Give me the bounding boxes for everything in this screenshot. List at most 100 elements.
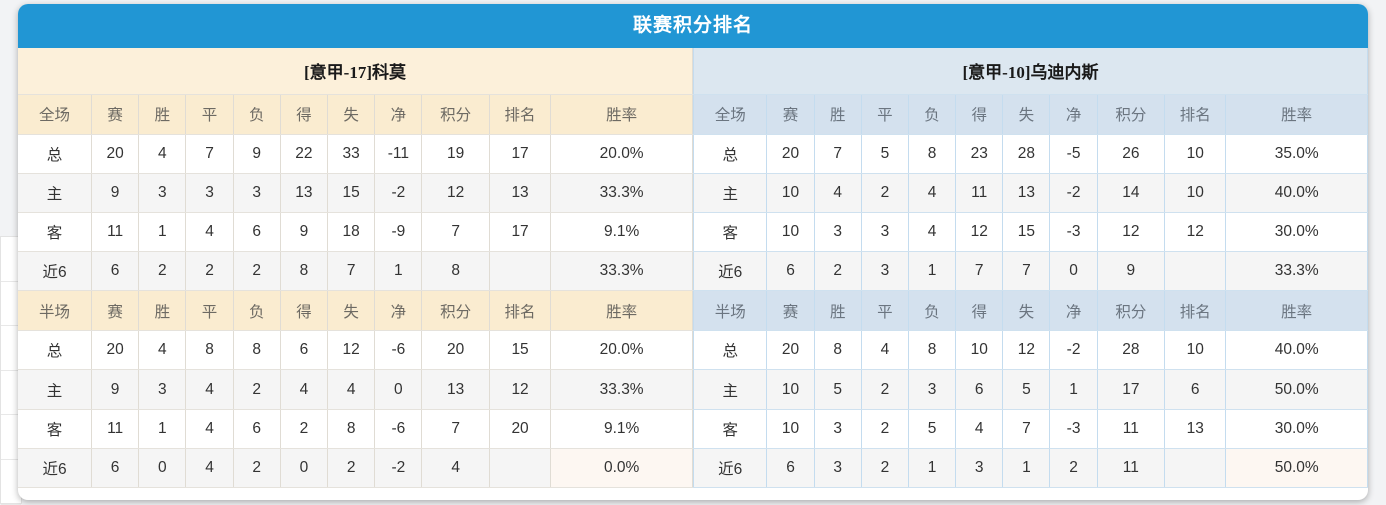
right-fulltime-cell-ga: 13 — [1002, 173, 1051, 213]
left-fulltime-cell-gd: -2 — [374, 173, 423, 213]
right-fulltime-cell-gf: 23 — [955, 134, 1004, 174]
left-fulltime-row[interactable]: 总 20 4 7 9 22 33 -11 19 17 20.0% — [18, 134, 693, 174]
left-fulltime-row[interactable]: 客 11 1 4 6 9 18 -9 7 17 9.1% — [18, 212, 693, 253]
right-halftime-row[interactable]: 客 10 3 2 5 4 7 -3 11 13 30.0% — [692, 409, 1368, 449]
right-halftime-cell-gf: 6 — [955, 369, 1004, 410]
left-halftime-cell-gd: -6 — [374, 409, 423, 449]
ghost-row — [1, 415, 21, 460]
right-halftime-cell-loss: 1 — [908, 448, 957, 489]
right-halftime-cell-points: 28 — [1097, 330, 1166, 371]
right-fulltime-row[interactable]: 近6 6 2 3 1 7 7 0 9 33.3% — [692, 251, 1368, 292]
left-fulltime-cell-draw: 3 — [185, 173, 234, 213]
right-fulltime-cell-played: 10 — [766, 212, 815, 253]
left-fulltime-cell-gf: 13 — [280, 173, 329, 213]
right-fulltime-cell-loss: 1 — [908, 251, 957, 292]
left-halftime-cell-draw: 4 — [185, 409, 234, 449]
panel-title: 联赛积分排名 — [18, 4, 1368, 48]
right-fulltime-cell-rank: 10 — [1164, 134, 1227, 174]
league-standings-card: 联赛积分排名 [意甲-17]科莫 全场赛胜平负得失净积分 排名 胜率总 20 4 7 9 22 3… — [18, 4, 1368, 500]
right-fulltime-cell-gd: -5 — [1049, 134, 1098, 174]
right-halftime-row[interactable]: 总 20 8 4 8 10 12 -2 28 10 40.0% — [692, 330, 1368, 371]
left-halftime-col-played: 赛 — [91, 290, 140, 332]
right-halftime-row[interactable]: 主 10 5 2 3 6 5 1 17 6 50.0% — [692, 369, 1368, 410]
left-halftime-row[interactable]: 客 11 1 4 6 2 8 -6 7 20 9.1% — [18, 409, 693, 449]
right-halftime-row[interactable]: 近6 6 3 2 1 3 1 2 11 50.0% — [692, 448, 1368, 489]
left-fulltime-col-ga: 失 — [327, 93, 376, 135]
team-pane-right: [意甲-10]乌迪内斯 全场赛胜平负得失净积分 排名 胜率总 20 7 5 8 23 28 -5 26… — [692, 48, 1368, 500]
right-fulltime-cell-points: 14 — [1097, 173, 1166, 213]
right-fulltime-cell-loss: 4 — [908, 173, 957, 213]
right-fulltime-cell-gd: 0 — [1049, 251, 1098, 292]
right-fulltime-col-win: 胜 — [814, 93, 862, 135]
right-fulltime-cell-gf: 12 — [955, 212, 1004, 253]
left-halftime-col-draw: 平 — [185, 290, 234, 332]
left-fulltime-cell-ga: 7 — [327, 251, 376, 292]
left-halftime-cell-draw: 4 — [185, 369, 234, 410]
ghost-row — [1, 326, 21, 371]
ghost-row — [1, 282, 21, 327]
right-fulltime-cell-draw: 2 — [861, 173, 909, 213]
left-fulltime-cell-ga: 18 — [327, 212, 376, 253]
left-fulltime-col-gf: 得 — [280, 93, 329, 135]
right-halftime-cell-points: 17 — [1097, 369, 1166, 410]
right-fulltime-cell-played: 10 — [766, 173, 815, 213]
right-fulltime-row[interactable]: 客 10 3 3 4 12 15 -3 12 12 30.0% — [692, 212, 1368, 253]
right-fulltime-cell-winrate: 35.0% — [1225, 134, 1368, 174]
left-halftime-cell-played: 20 — [91, 330, 140, 371]
left-team-name-row: [意甲-17]科莫 — [18, 48, 693, 95]
right-fulltime-row[interactable]: 主 10 4 2 4 11 13 -2 14 10 40.0% — [692, 173, 1368, 213]
right-halftime-cell-loss: 8 — [908, 330, 957, 371]
right-halftime-cell-winrate: 30.0% — [1225, 409, 1368, 449]
right-fulltime-header-row: 全场赛胜平负得失净积分 排名 胜率 — [692, 93, 1368, 135]
right-fulltime-row[interactable]: 总 20 7 5 8 23 28 -5 26 10 35.0% — [692, 134, 1368, 174]
left-halftime-cell-points: 4 — [421, 448, 490, 489]
left-halftime-cell-win: 0 — [138, 448, 187, 489]
left-fulltime-row-label: 主 — [18, 173, 93, 213]
left-fulltime-scope-label: 全场 — [18, 93, 93, 135]
left-fulltime-cell-played: 6 — [91, 251, 140, 292]
right-team-stats-table: [意甲-10]乌迪内斯 全场赛胜平负得失净积分 排名 胜率总 20 7 5 8 23 28 -5 26… — [692, 48, 1368, 489]
right-fulltime-cell-points: 9 — [1097, 251, 1166, 292]
left-halftime-row[interactable]: 主 9 3 4 2 4 4 0 13 12 33.3% — [18, 369, 693, 410]
left-fulltime-row-label: 近6 — [18, 251, 93, 292]
left-halftime-cell-points: 13 — [421, 369, 490, 410]
right-halftime-cell-gd: -2 — [1049, 330, 1098, 371]
right-fulltime-cell-rank: 12 — [1164, 212, 1227, 253]
right-fulltime-cell-draw: 3 — [861, 212, 909, 253]
left-fulltime-cell-played: 11 — [91, 212, 140, 253]
left-fulltime-col-gd: 净 — [374, 93, 423, 135]
left-halftime-cell-win: 1 — [138, 409, 187, 449]
right-halftime-cell-rank — [1164, 448, 1227, 489]
left-halftime-cell-ga: 4 — [327, 369, 376, 410]
left-halftime-row-label: 总 — [18, 330, 93, 371]
right-halftime-row-label: 近6 — [692, 448, 768, 489]
left-halftime-col-win: 胜 — [138, 290, 187, 332]
right-halftime-cell-loss: 5 — [908, 409, 957, 449]
right-halftime-cell-ga: 5 — [1002, 369, 1051, 410]
left-halftime-cell-loss: 6 — [233, 409, 281, 449]
left-fulltime-cell-winrate: 9.1% — [550, 212, 693, 253]
left-halftime-header-row: 半场赛胜平负得失净积分 排名 胜率 — [18, 290, 693, 332]
right-halftime-cell-win: 3 — [814, 448, 862, 489]
right-halftime-cell-winrate: 50.0% — [1225, 448, 1368, 489]
left-halftime-cell-draw: 8 — [185, 330, 234, 371]
left-halftime-cell-winrate: 20.0% — [550, 330, 693, 371]
left-fulltime-cell-win: 4 — [138, 134, 187, 174]
right-fulltime-row-label: 主 — [692, 173, 768, 213]
left-fulltime-header-row: 全场赛胜平负得失净积分 排名 胜率 — [18, 93, 693, 135]
left-halftime-row[interactable]: 总 20 4 8 8 6 12 -6 20 15 20.0% — [18, 330, 693, 371]
left-fulltime-row[interactable]: 主 9 3 3 3 13 15 -2 12 13 33.3% — [18, 173, 693, 213]
left-fulltime-cell-points: 7 — [421, 212, 490, 253]
right-halftime-cell-played: 10 — [766, 369, 815, 410]
left-fulltime-col-points: 积分 — [421, 93, 490, 135]
left-halftime-row[interactable]: 近6 6 0 4 2 0 2 -2 4 0.0% — [18, 448, 693, 489]
right-fulltime-cell-draw: 3 — [861, 251, 909, 292]
left-fulltime-row[interactable]: 近6 6 2 2 2 8 7 1 8 33.3% — [18, 251, 693, 292]
left-fulltime-cell-loss: 3 — [233, 173, 281, 213]
left-halftime-cell-rank: 12 — [489, 369, 552, 410]
left-halftime-col-ga: 失 — [327, 290, 376, 332]
right-halftime-cell-rank: 10 — [1164, 330, 1227, 371]
right-fulltime-col-points: 积分 — [1097, 93, 1166, 135]
right-fulltime-cell-gd: -2 — [1049, 173, 1098, 213]
left-fulltime-cell-winrate: 20.0% — [550, 134, 693, 174]
